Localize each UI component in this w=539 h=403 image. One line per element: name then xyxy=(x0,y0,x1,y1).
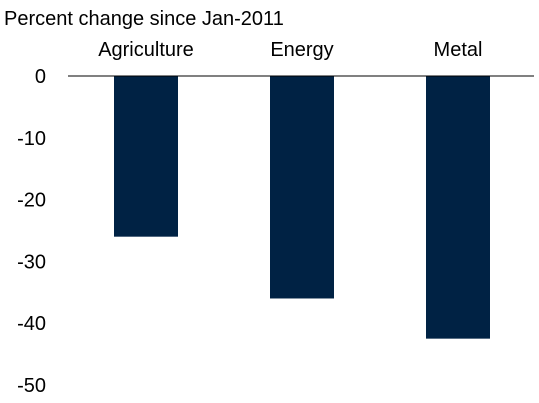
y-axis-label: Percent change since Jan-2011 xyxy=(4,8,284,30)
bar-agriculture xyxy=(114,76,178,237)
y-tick-label: -20 xyxy=(17,190,46,212)
y-tick-label: -30 xyxy=(17,251,46,273)
bar-energy xyxy=(270,76,334,299)
category-label-agriculture: Agriculture xyxy=(98,39,194,61)
bar-metal xyxy=(426,76,490,339)
category-labels: Agriculture Energy Metal xyxy=(98,39,482,61)
y-tick-label: -40 xyxy=(17,313,46,335)
y-tick-label: 0 xyxy=(35,66,46,88)
bars xyxy=(114,76,490,339)
category-label-metal: Metal xyxy=(434,39,483,61)
y-tick-label: -10 xyxy=(17,128,46,150)
category-label-energy: Energy xyxy=(270,39,333,61)
y-tick-labels: 0 -10 -20 -30 -40 -50 xyxy=(17,66,46,397)
y-tick-label: -50 xyxy=(17,375,46,397)
